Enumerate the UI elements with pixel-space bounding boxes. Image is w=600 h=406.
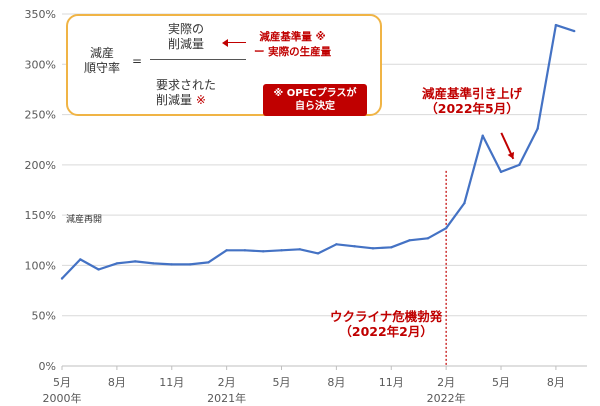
denominator-asterisk: ※ [195, 93, 206, 107]
data-point [426, 237, 430, 240]
restart-annotation: 減産再開 [66, 215, 103, 225]
y-tick-label: 100% [25, 259, 56, 272]
x-year-label: 2021年 [207, 391, 246, 405]
note-line2: ー 実際の生産量 [254, 46, 332, 58]
formula-denominator: 要求された 削減量 ※ [156, 78, 216, 108]
data-point [499, 170, 503, 174]
data-point [554, 23, 558, 27]
data-point [335, 243, 338, 246]
data-point [390, 246, 393, 249]
formula-term: 減産 順守率 [84, 46, 120, 76]
x-tick-label: 5月 [53, 376, 71, 389]
y-tick-label: 200% [25, 159, 56, 172]
data-point [463, 201, 466, 205]
ukraine-line2: （2022年2月） [339, 324, 433, 339]
x-year-label: 2022年 [427, 391, 466, 405]
denominator-line2: 削減量 [156, 93, 193, 107]
x-tick-label: 11月 [379, 376, 404, 389]
data-point [60, 277, 64, 280]
y-tick-label: 0% [39, 360, 56, 373]
x-tick-label: 5月 [273, 376, 291, 389]
denominator-line1: 要求された [156, 78, 217, 92]
x-tick-label: 11月 [159, 376, 184, 389]
baseline-raise-annotation: 減産基準引き上げ （2022年5月） [422, 86, 522, 116]
data-point [170, 263, 173, 266]
note-arrow [226, 42, 246, 43]
data-point [207, 261, 210, 264]
formula-term-line1: 減産 [90, 46, 115, 60]
data-point [353, 245, 356, 248]
x-tick-label: 2月 [437, 376, 455, 389]
x-tick-label: 8月 [327, 376, 345, 389]
ukraine-annotation: ウクライナ危機勃発 （2022年2月） [330, 309, 442, 339]
data-point [262, 250, 265, 253]
data-point [188, 263, 192, 266]
note-arrow-head [222, 39, 228, 47]
x-tick-label: 8月 [108, 376, 126, 389]
opec-line1: ※ OPECプラスが [273, 88, 357, 99]
baseline-raise-line2: （2022年5月） [425, 101, 519, 116]
data-point [225, 249, 228, 252]
numerator-line1: 実際の [168, 22, 205, 36]
x-tick-label: 5月 [492, 376, 510, 389]
baseline-raise-line1: 減産基準引き上げ [422, 86, 523, 101]
data-point [481, 134, 484, 137]
formula-note: 減産基準量 ※ ー 実際の生産量 [254, 30, 331, 60]
note-line1: 減産基準量 ※ [259, 31, 326, 43]
data-point [243, 249, 247, 252]
data-point [79, 258, 82, 261]
data-point [518, 163, 521, 167]
data-point [280, 249, 283, 252]
data-point [536, 127, 539, 130]
annotation-arrow-head [507, 151, 515, 159]
y-tick-label: 50% [32, 310, 56, 323]
data-point [371, 247, 375, 250]
data-point [444, 227, 448, 230]
formula-term-line2: 順守率 [84, 61, 121, 75]
fraction-bar [150, 59, 246, 60]
opec-line2: 自ら決定 [295, 101, 335, 112]
data-point [316, 252, 320, 255]
data-point [133, 260, 137, 263]
formula-box: 減産 順守率 = 実際の 削減量 要求された 削減量 ※ 減産基準量 ※ ー 実… [66, 14, 382, 116]
y-tick-label: 250% [25, 109, 56, 122]
data-point [298, 248, 302, 251]
x-tick-label: 8月 [547, 376, 565, 389]
data-point [572, 29, 576, 33]
opec-badge: ※ OPECプラスが 自ら決定 [263, 84, 367, 116]
data-point [152, 262, 155, 265]
y-tick-label: 300% [25, 58, 56, 71]
x-year-label: 2000年 [43, 391, 82, 405]
ukraine-line1: ウクライナ危機勃発 [330, 309, 443, 324]
data-point [115, 262, 119, 265]
x-tick-label: 2月 [218, 376, 236, 389]
y-tick-label: 350% [25, 8, 56, 21]
formula-equals: = [132, 54, 143, 68]
data-point [408, 239, 411, 242]
formula-numerator: 実際の 削減量 [168, 22, 204, 52]
numerator-line2: 削減量 [168, 37, 205, 51]
y-tick-label: 150% [25, 209, 56, 222]
data-point [97, 268, 100, 271]
